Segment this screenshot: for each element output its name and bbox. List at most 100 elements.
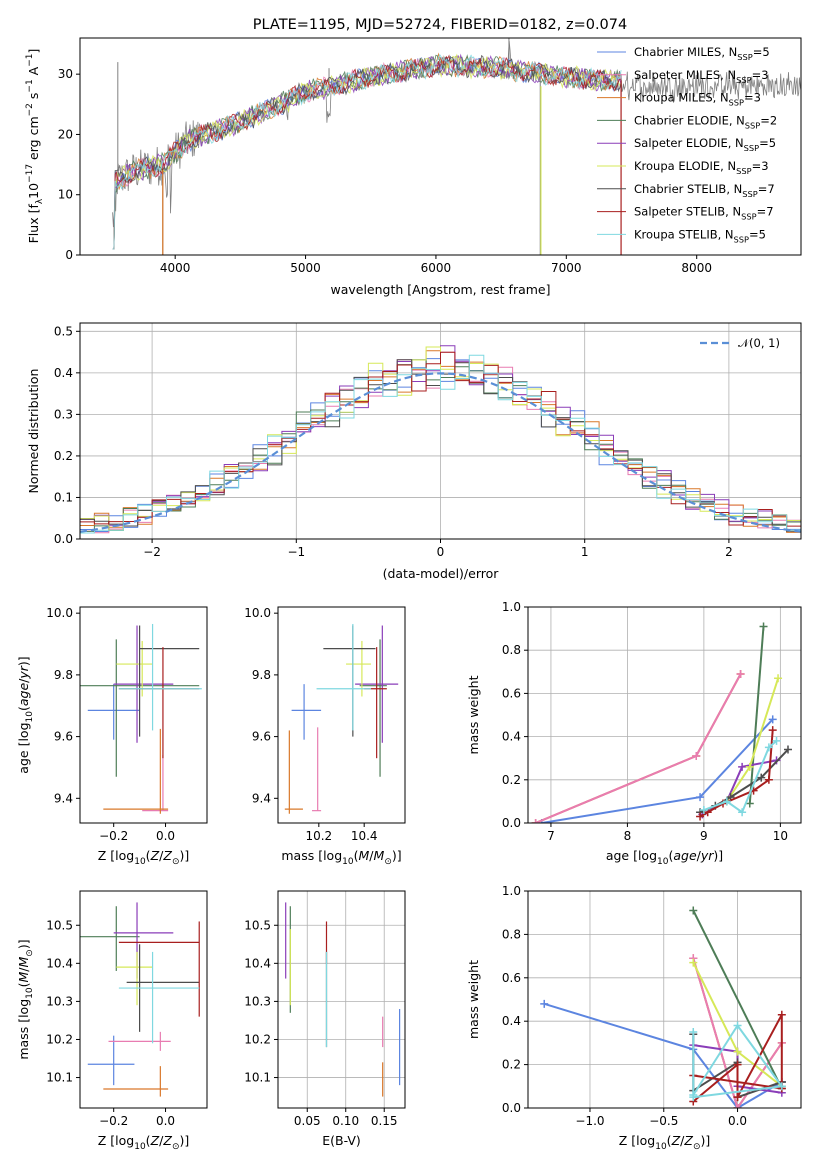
y-tick-label: 9.8 — [54, 668, 73, 682]
y-tick-label: 9.8 — [252, 668, 271, 682]
weight-point — [733, 1060, 742, 1069]
y-axis-label: age [log10(age/yr)] — [16, 656, 35, 773]
y-tick-label: 10 — [58, 188, 73, 202]
errorbar-chabrier_miles — [87, 684, 140, 740]
weight-point — [736, 669, 745, 678]
legend-entry: Kroupa MILES, NSSP=3 — [634, 91, 761, 108]
x-tick-label: 10 — [773, 829, 788, 843]
weight-point — [540, 999, 549, 1008]
legend-entry: Kroupa STELIB, NSSP=5 — [634, 227, 766, 244]
plot-area — [80, 902, 200, 1097]
y-tick-label: 10.5 — [46, 918, 73, 932]
x-tick-label: 10.2 — [305, 829, 332, 843]
figure-title: PLATE=1195, MJD=52724, FIBERID=0182, z=0… — [253, 17, 627, 33]
x-tick-label: 0.10 — [332, 1114, 359, 1128]
weight-point — [759, 622, 768, 631]
y-tick-label: 0.8 — [502, 927, 521, 941]
y-axis-label: mass weight — [466, 960, 481, 1039]
axes-frame — [79, 322, 802, 540]
legend-entry: Salpeter ELODIE, NSSP=5 — [634, 136, 776, 153]
axes-frame — [79, 606, 208, 824]
y-tick-label: 10.3 — [46, 994, 73, 1008]
plot-area — [285, 902, 401, 1097]
legend-entry: Chabrier MILES, NSSP=5 — [634, 45, 770, 62]
x-axis-label: Z [log10(Z/Z⊙)] — [619, 1133, 711, 1152]
errorbar-kroupa_miles — [103, 1066, 169, 1097]
legend-entry: Chabrier STELIB, NSSP=7 — [634, 182, 775, 199]
errorbar-salpeter_miles — [312, 727, 322, 812]
errorbar-salpeter_miles — [142, 755, 169, 812]
weight-point — [774, 674, 783, 683]
x-axis-label: Z [log10(Z/Z⊙)] — [98, 1133, 190, 1152]
x-axis-label: (data-model)/error — [383, 566, 500, 581]
errorbar-kroupa_elodie — [116, 951, 153, 1006]
errorbar-kroupa_stelib — [316, 623, 371, 731]
gaussian-curve — [80, 372, 801, 533]
y-tick-label: 0.0 — [54, 532, 73, 546]
x-tick-label: 10.4 — [351, 829, 378, 843]
weight-line — [699, 730, 774, 818]
y-tick-label: 9.6 — [252, 730, 271, 744]
x-axis-label: E(B-V) — [322, 1133, 361, 1148]
weight-point — [531, 819, 540, 823]
y-tick-label: 0 — [65, 248, 73, 262]
legend-entry: Kroupa ELODIE, NSSP=3 — [634, 159, 769, 176]
spectrum-axes: 4000 5000 6000 7000 8000 0 10 20 30 wavelength [A… — [25, 37, 802, 297]
legend-entry: Chabrier ELODIE, NSSP=2 — [634, 113, 777, 130]
plot-area — [284, 623, 399, 814]
weight-series-chabrier_miles — [537, 715, 777, 823]
weight-point — [699, 806, 708, 815]
legend-entry: Salpeter STELIB, NSSP=7 — [634, 205, 774, 222]
weight-series-chabrier_elodie — [745, 622, 768, 808]
weight-point — [689, 1093, 698, 1102]
weight-point — [757, 773, 766, 782]
weight-point — [745, 762, 754, 771]
histogram-kroupa_stelib — [80, 354, 801, 534]
x-tick-label: −1 — [287, 545, 305, 559]
x-axis-label: mass [log10(M/M⊙)] — [281, 848, 401, 867]
x-axis-label: wavelength [Angstrom, rest frame] — [330, 282, 550, 297]
y-tick-label: 0.6 — [502, 686, 521, 700]
x-tick-label: −0.2 — [99, 829, 128, 843]
y-tick-label: 0.6 — [502, 971, 521, 985]
plot-area — [80, 623, 202, 814]
y-tick-label: 1.0 — [502, 884, 521, 898]
weight-point — [777, 1010, 786, 1019]
axes-frame — [527, 890, 802, 1109]
histogram-salpeter_stelib — [80, 351, 801, 527]
y-tick-label: 0.5 — [54, 324, 73, 338]
errorbar-chabrier_elodie — [80, 906, 140, 971]
errorbar-kroupa_miles — [284, 730, 303, 814]
plot-area — [531, 622, 792, 823]
x-tick-label: 9 — [700, 829, 708, 843]
y-tick-label: 10.3 — [244, 994, 271, 1008]
y-tick-label: 10.4 — [46, 956, 73, 970]
y-tick-label: 0.1 — [54, 490, 73, 504]
weight-point — [772, 736, 781, 745]
weight-series-chabrier_miles — [540, 999, 786, 1108]
y-tick-label: 0.0 — [502, 1101, 521, 1115]
x-tick-label: 6000 — [421, 261, 452, 275]
x-tick-label: 7 — [547, 829, 555, 843]
weight-point — [689, 1028, 698, 1037]
errorbar-chabrier_stelib — [139, 625, 200, 737]
legend-entry: 𝒩(0, 1) — [738, 336, 780, 350]
weight-point — [777, 1082, 786, 1091]
weight-line — [541, 718, 774, 823]
residuals-axes: −2 −1 0 1 2 0.0 0.1 0.2 0.3 0.4 0.5 (data-model)/er… — [26, 322, 802, 581]
weight-point — [733, 1021, 742, 1030]
weight_vs_age-axes: 7 8 9 10 0.0 0.2 0.4 0.6 0.8 1.0 age [log10(age/yr… — [466, 600, 802, 867]
errorbar-kroupa_stelib — [118, 623, 202, 731]
errorbar-salpeter_stelib — [118, 921, 200, 1017]
x-axis-label: age [log10(age/yr)] — [606, 848, 723, 867]
y-tick-label: 10.0 — [46, 606, 73, 620]
errorbar-chabrier_stelib — [323, 625, 376, 737]
weight-line — [748, 626, 765, 804]
weight-point — [764, 743, 773, 752]
y-tick-label: 10.5 — [244, 918, 271, 932]
x-axis-label: Z [log10(Z/Z⊙)] — [98, 848, 190, 867]
weight-series-salpeter_elodie — [698, 756, 781, 819]
x-tick-label: 2 — [725, 545, 733, 559]
x-tick-label: 5000 — [290, 261, 321, 275]
